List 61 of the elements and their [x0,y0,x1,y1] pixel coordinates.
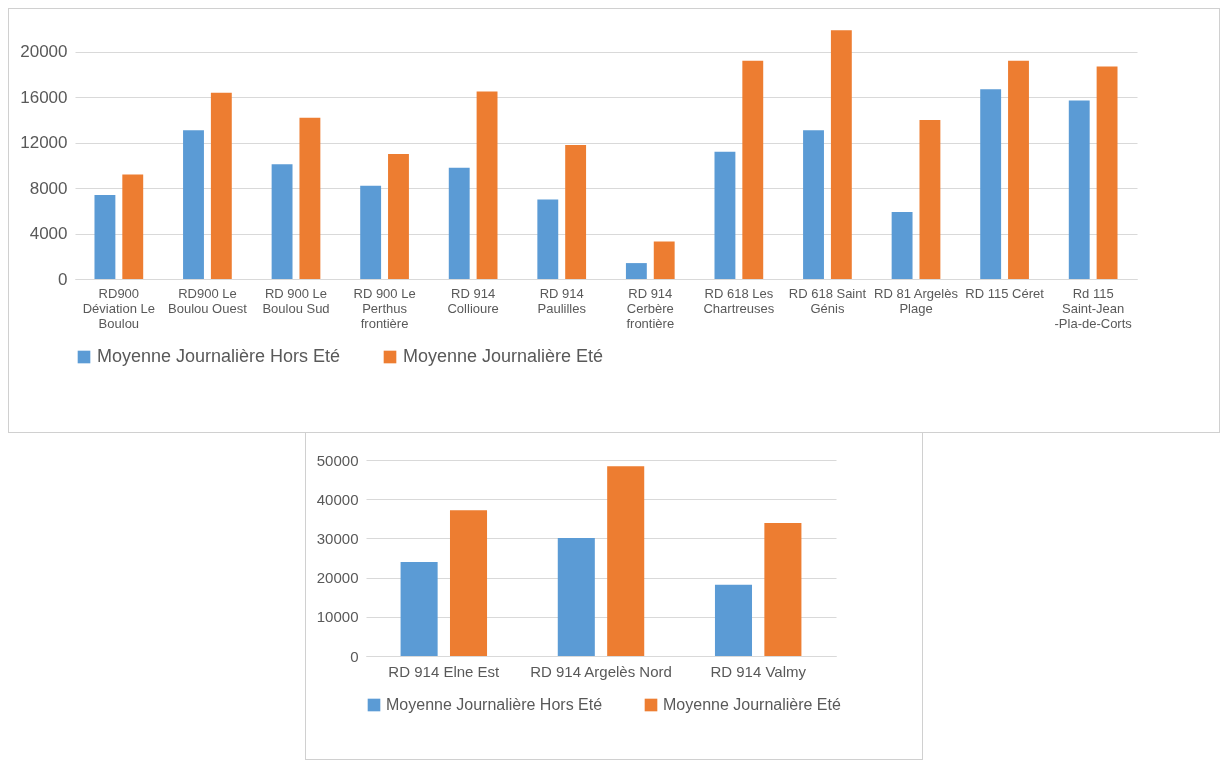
bar [122,174,144,279]
bar [764,523,802,656]
x-tick-label: RD 914 Collioure [447,285,499,316]
x-tick-label: RD 900 Le Perthus frontière [353,285,416,331]
bar [388,154,409,279]
bar [210,92,232,279]
bar [625,263,647,279]
y-tick-label: 20000 [20,42,68,62]
bar [557,538,595,656]
y-tick-label: 20000 [316,569,359,587]
bar [400,561,438,656]
legend-label: Moyenne Journalière Hors Eté [97,346,341,366]
y-tick-label: 12000 [20,133,68,153]
y-tick-label: 40000 [316,490,359,508]
bar [449,510,488,656]
bar [830,30,852,279]
y-tick-label: 10000 [316,608,359,626]
x-tick-label: RD900 Le Boulou Ouest [168,285,248,316]
x-tick-label: RD 618 Les Chartreuses [703,285,775,316]
legend-label: Moyenne Journalière Hors Eté [386,696,603,713]
bar [653,241,675,279]
bar [919,119,941,279]
y-tick-label: 30000 [316,529,359,547]
bar [448,167,470,279]
bar [565,144,587,279]
bar [1096,66,1118,279]
bar [1068,100,1090,279]
x-tick-label: RD 914 Cerbère frontière [626,285,675,331]
x-tick-label: RD900 Déviation Le Boulou [82,285,155,331]
x-tick-label: RD 115 Céret [965,285,1045,301]
y-tick-label: 4000 [29,224,68,244]
x-tick-label: RD 914 Elne Est [388,662,501,680]
bar [803,130,824,279]
x-tick-label: RD 914 Argelès Nord [530,662,672,680]
bar [183,130,204,279]
bar [742,60,764,279]
bar [271,164,293,279]
y-tick-label: 0 [58,269,68,289]
x-tick-label: RD 81 Argelès Plage [874,285,959,316]
legend-label: Moyenne Journalière Eté [663,696,841,713]
bar [94,194,116,279]
x-tick-label: Rd 115 Saint-Jean -Pla-de-Corts [1054,285,1133,331]
legend-label: Moyenne Journalière Eté [403,346,604,366]
bar [891,211,913,279]
bar [1008,60,1029,279]
bar [980,89,1002,279]
bar [714,584,753,656]
y-tick-label: 16000 [20,87,68,107]
y-tick-label: 0 [350,647,359,665]
y-tick-label: 50000 [316,451,359,469]
bar [360,185,382,279]
bar [299,117,321,279]
x-tick-label: RD 914 Valmy [710,662,807,680]
bar [714,151,736,279]
bar [537,199,559,279]
bar [607,466,645,656]
x-tick-label: RD 914 Paulilles [537,285,587,316]
y-tick-label: 8000 [29,178,68,198]
bar [476,91,498,279]
x-tick-label: RD 618 Saint Génis [788,285,867,316]
x-tick-label: RD 900 Le Boulou Sud [262,285,330,316]
